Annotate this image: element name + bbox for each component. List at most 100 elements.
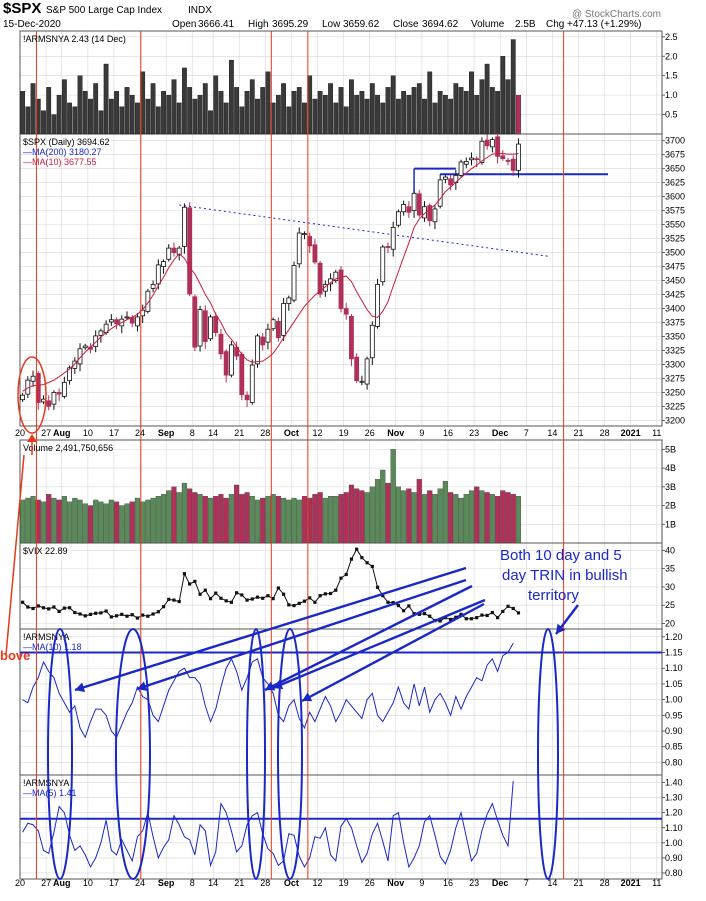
arms-bar: [93, 83, 99, 135]
blue-arrowhead: [273, 679, 284, 690]
x-tick-label: 19: [339, 878, 349, 888]
vix-point: [73, 610, 77, 615]
candle-body: [364, 358, 370, 385]
candle-body: [458, 161, 464, 176]
candle-body: [213, 315, 219, 333]
chart-date: 15-Dec-2020: [3, 19, 61, 30]
arms-bar: [82, 91, 88, 135]
arms-bar: [437, 91, 443, 135]
y-tick-label: 3350: [665, 331, 685, 341]
chg-label: Chg: [546, 19, 564, 30]
volume-bar: [296, 499, 302, 544]
y-tick-label: 3200: [665, 415, 685, 425]
arms-bar: [25, 106, 31, 135]
candle-body: [239, 353, 245, 396]
arms-bar: [510, 39, 516, 135]
arms-bar: [208, 110, 213, 135]
volume-bar: [364, 492, 370, 544]
candle-body: [479, 140, 485, 163]
vix-point: [198, 592, 202, 596]
volume-bar: [260, 497, 266, 544]
volume-bar: [67, 501, 73, 544]
candle-body: [77, 348, 83, 365]
x-tick-label: Sep: [158, 428, 175, 438]
low-label: Low: [322, 19, 341, 30]
arms-bar: [338, 87, 344, 135]
panel-title-armsnya_ma10: !ARMSNYA: [23, 632, 69, 642]
candle-body: [411, 192, 417, 212]
x-tick-label: 2021: [621, 428, 641, 438]
y-tick-label: 1.05: [665, 679, 683, 689]
arms-bar: [218, 91, 224, 135]
arms-bar: [416, 83, 422, 135]
volume-bar: [474, 486, 480, 544]
trin-ellipse: [47, 628, 73, 880]
candle-body: [51, 392, 57, 405]
x-tick-label: 12: [313, 878, 323, 888]
volume-bar: [223, 497, 229, 544]
arms-bar: [286, 106, 292, 135]
volume-bar: [46, 494, 52, 544]
arms-bar: [343, 106, 349, 135]
arms-bar: [474, 94, 480, 135]
x-tick-label: 23: [469, 428, 479, 438]
x-tick-label: 26: [365, 878, 375, 888]
candle-body: [30, 375, 36, 382]
candle-body: [510, 158, 516, 171]
volume-bar: [421, 494, 428, 544]
y-tick-label: 1.40: [665, 778, 683, 788]
arms-bar: [448, 98, 454, 135]
blue-arrow-shaft: [264, 584, 473, 692]
x-tick-label: 28: [600, 428, 610, 438]
volume-bar: [411, 492, 417, 544]
blue-arrowhead: [75, 682, 86, 693]
red-arrowhead: [27, 434, 37, 442]
close-value: 3694.62: [422, 19, 459, 30]
vix-point: [287, 603, 291, 607]
candle-body: [484, 139, 490, 147]
volume-bar: [187, 488, 193, 544]
left-cut-text: bove: [0, 648, 30, 663]
vix-point: [349, 557, 354, 561]
volume-bar: [166, 490, 172, 544]
candle-body: [338, 269, 344, 309]
panel-title-spx_price: —MA(200) 3180.27: [23, 147, 102, 157]
arms-bar: [453, 83, 459, 135]
blue-arrow-shaft: [272, 598, 486, 690]
arms-bar: [390, 75, 396, 135]
vix-point: [469, 617, 474, 621]
arms-bar-last: [516, 95, 521, 134]
vix-point: [422, 612, 427, 616]
volume-bar: [30, 496, 36, 544]
red-diagonal-line: [5, 454, 25, 656]
candle-body: [474, 158, 480, 161]
volume-bar: [374, 479, 381, 544]
y-tick-label: 0.80: [665, 868, 683, 878]
y-tick-label: 1.0: [665, 90, 678, 100]
vix-point: [88, 612, 93, 616]
vix-point: [141, 613, 145, 617]
volume-bar: [437, 488, 443, 544]
candle-body: [67, 367, 72, 382]
vix-point: [130, 613, 134, 617]
vix-point: [62, 606, 66, 610]
arms-bar: [469, 71, 474, 135]
candle-body: [46, 400, 52, 407]
vix-point: [114, 614, 119, 618]
y-tick-label: 3B: [665, 482, 676, 492]
panel-title-volume: Volume 2,491,750,656: [23, 443, 113, 453]
arms-bar: [260, 87, 266, 135]
vix-point: [355, 547, 359, 551]
candle-body: [437, 179, 443, 207]
volume-bar: [56, 499, 62, 544]
arms-bar: [182, 67, 187, 135]
vix-point: [57, 609, 61, 614]
y-tick-label: 1.20: [665, 808, 683, 818]
arms-bar: [484, 63, 490, 135]
y-tick-label: 25: [665, 600, 675, 610]
arms-bar: [463, 91, 469, 135]
x-tick-label: 20: [15, 878, 25, 888]
x-tick-label: 28: [260, 428, 270, 438]
volume-bar: [40, 501, 47, 544]
vix-point: [308, 596, 312, 600]
